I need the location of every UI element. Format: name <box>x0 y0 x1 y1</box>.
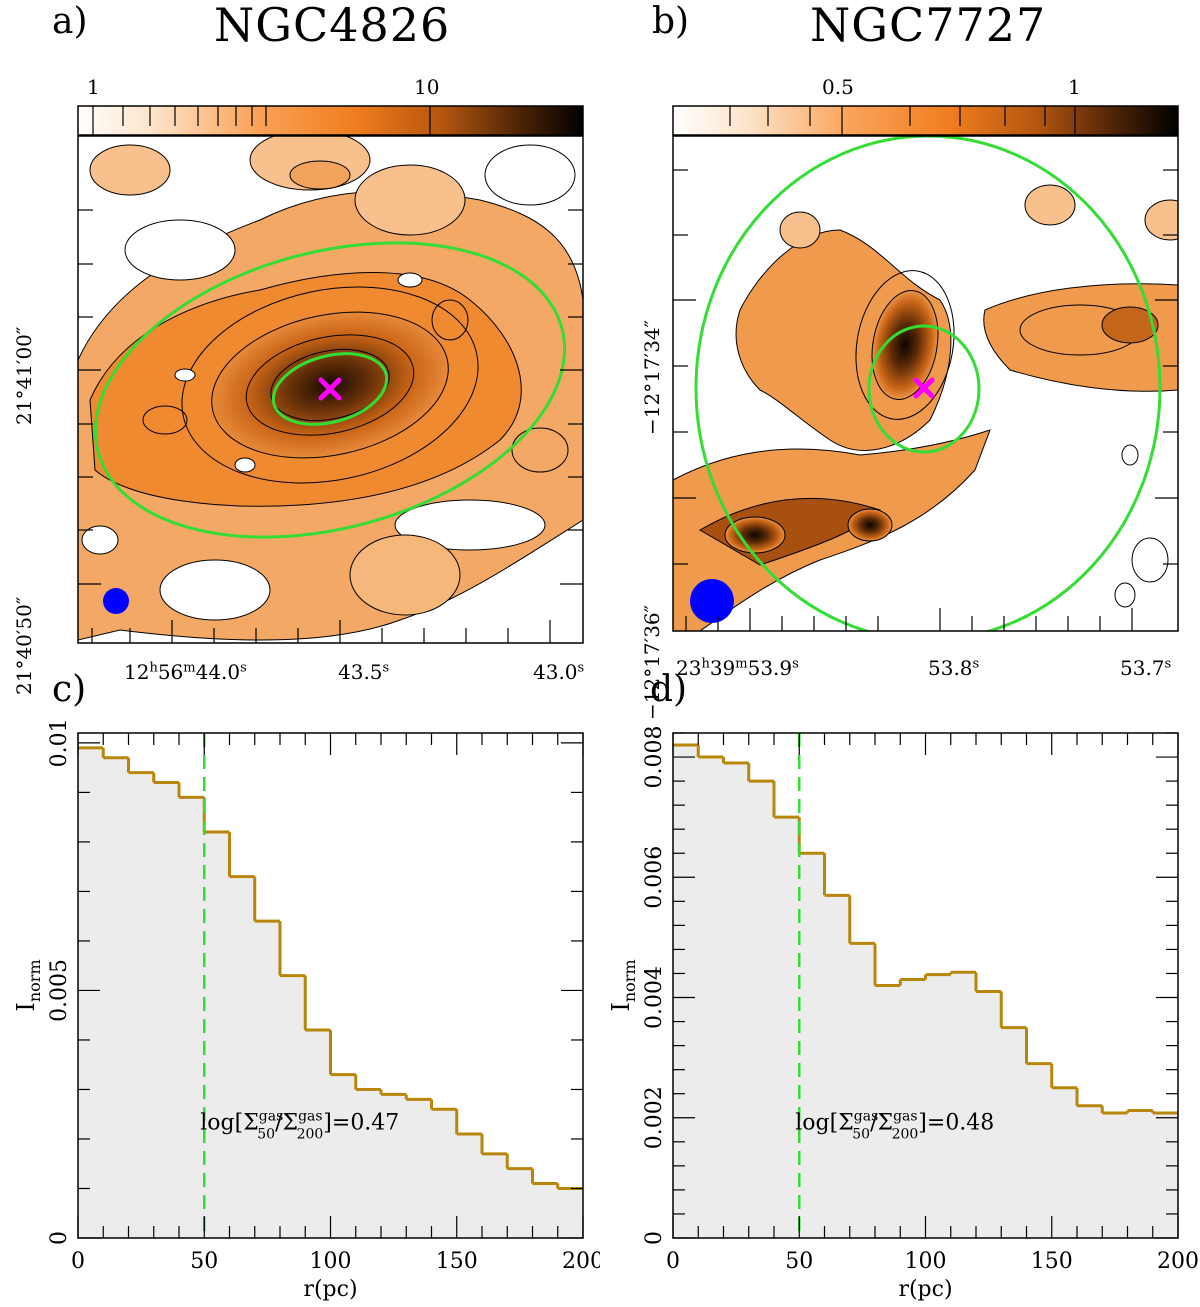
panel-a-outer-ellipse <box>93 241 567 539</box>
panel-b-colorbar-label-1: 0.5 <box>822 75 854 99</box>
y-tick-label: 0 <box>642 1231 667 1245</box>
x-tick-label: 50 <box>785 1249 813 1274</box>
x-tick-label: 150 <box>436 1249 478 1274</box>
panel-a-map <box>78 136 583 643</box>
panel-a-beam <box>103 588 129 614</box>
x-tick-label: 200 <box>1157 1249 1199 1274</box>
y-axis-label: Inorm <box>607 959 639 1011</box>
panel-a-letter: a) <box>52 1 88 42</box>
concentration-annotation: log[Σgas 50/Σgas 200]=0.47 <box>200 1108 399 1142</box>
panel-a-inner-ellipse <box>271 352 389 426</box>
profile-fill <box>673 745 1178 1238</box>
y-axis-label: Inorm <box>12 959 44 1011</box>
panel-b-colorbar-label-2: 1 <box>1068 75 1081 99</box>
y-tick-label: 0.004 <box>642 966 667 1029</box>
y-tick-label: 0.006 <box>642 846 667 909</box>
panel-a-ra-label-3: 43.0s <box>533 660 585 684</box>
panel-b-ra-label-1: 23h39m53.9s <box>676 656 799 680</box>
x-axis-label: r(pc) <box>303 1277 357 1302</box>
panel-a-center-marker <box>318 377 342 401</box>
panel-b-ra-label-3: 53.7s <box>1120 656 1172 680</box>
x-tick-label: 0 <box>666 1249 680 1274</box>
x-tick-label: 0 <box>71 1249 85 1274</box>
x-tick-label: 100 <box>310 1249 352 1274</box>
panel-b-outer-ellipse <box>694 136 1162 631</box>
y-tick-label: 0.008 <box>642 726 667 789</box>
panel-b-ra-label-2: 53.8s <box>928 656 980 680</box>
panel-a-ticks <box>78 209 583 643</box>
panel-a-dec-label-2: 21°40′50″ <box>12 596 36 695</box>
panel-c-letter: c) <box>52 669 87 710</box>
concentration-annotation: log[Σgas 50/Σgas 200]=0.48 <box>795 1108 994 1142</box>
profile-chart-d: 0 50 100 150 200 0 0.002 0.004 0.006 0.008 r(pc) In… <box>607 726 1199 1302</box>
panel-b-map <box>673 136 1178 631</box>
y-tick-label: 0.005 <box>47 959 72 1022</box>
y-tick-label: 0.002 <box>642 1086 667 1149</box>
panel-a-ra-label-1: 12h56m44.0s <box>124 660 247 684</box>
panel-a-dec-label-1: 21°41′00″ <box>12 326 36 425</box>
x-tick-label: 200 <box>562 1249 600 1274</box>
profile-chart-c: 0 50 100 150 200 0 0.005 0.01 r(pc) Inorm log[Σgas… <box>12 718 600 1302</box>
x-tick-label: 100 <box>905 1249 947 1274</box>
x-tick-label: 150 <box>1031 1249 1073 1274</box>
x-tick-label: 50 <box>190 1249 218 1274</box>
panel-a-colorbar-label-1: 1 <box>87 75 100 99</box>
panel-b-ticks <box>673 169 1178 631</box>
x-axis-label: r(pc) <box>898 1277 952 1302</box>
panel-a-title: NGC4826 <box>214 0 451 52</box>
panel-b-dec-label-1: −12°17′34″ <box>640 319 664 435</box>
maps-figure: 1 10 <box>77 75 1179 644</box>
panel-a-ra-label-2: 43.5s <box>338 660 390 684</box>
panel-b-center-marker <box>913 377 935 399</box>
y-tick-label: 0 <box>47 1231 72 1245</box>
panel-a-colorbar-label-2: 10 <box>414 75 439 99</box>
panel-a-colorbar <box>77 105 584 136</box>
panel-b-title: NGC7727 <box>810 0 1047 52</box>
panel-b-colorbar <box>672 105 1179 136</box>
panel-b-beam <box>690 579 734 623</box>
panel-b-inner-ellipse <box>867 324 981 454</box>
y-tick-label: 0.01 <box>47 718 72 767</box>
panel-d-letter: d) <box>650 669 688 710</box>
panel-b-letter: b) <box>652 1 690 42</box>
